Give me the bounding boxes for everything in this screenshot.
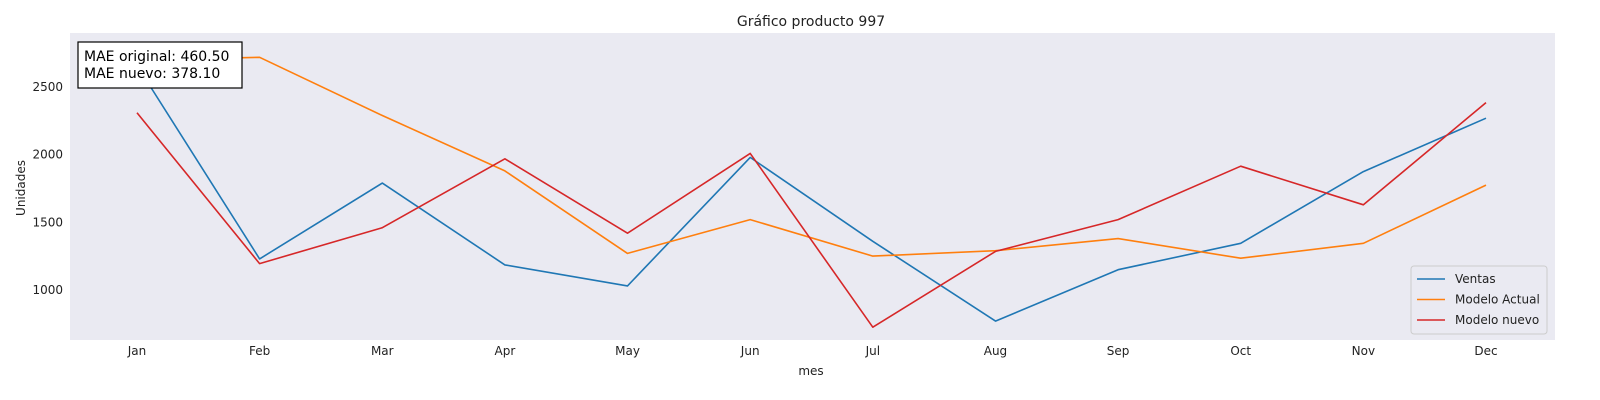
x-tick-labels: Jan Feb Mar Apr May Jun Jul Aug Sep Oct Nov Dec bbox=[127, 344, 1498, 358]
mae-nuevo-text: MAE nuevo: 378.10 bbox=[84, 66, 220, 82]
x-axis-label: mes bbox=[798, 364, 823, 378]
legend-label: Ventas bbox=[1455, 272, 1496, 286]
x-tick-label: Aug bbox=[984, 344, 1007, 358]
series-line-ventas bbox=[136, 65, 1487, 322]
mae-original-text: MAE original: 460.50 bbox=[84, 49, 229, 65]
x-tick-label: Oct bbox=[1230, 344, 1251, 358]
y-tick-label: 2500 bbox=[32, 80, 63, 94]
x-tick-label: Jul bbox=[865, 344, 880, 358]
x-tick-label: Sep bbox=[1107, 344, 1130, 358]
x-tick-label: Nov bbox=[1352, 344, 1375, 358]
y-axis-label: Unidades bbox=[14, 160, 28, 216]
x-tick-label: Apr bbox=[495, 344, 516, 358]
y-tick-label: 1000 bbox=[32, 283, 63, 297]
x-tick-label: Feb bbox=[249, 344, 270, 358]
series-lines bbox=[136, 56, 1487, 329]
y-tick-labels: 1000 1500 2000 2500 bbox=[32, 80, 63, 297]
plot-area bbox=[70, 33, 1555, 340]
chart-title: Gráfico producto 997 bbox=[737, 14, 885, 30]
x-tick-label: Mar bbox=[371, 344, 394, 358]
y-tick-label: 2000 bbox=[32, 148, 63, 162]
mae-annotation-box bbox=[77, 41, 243, 89]
legend-box bbox=[1410, 265, 1548, 335]
legend-label: Modelo nuevo bbox=[1455, 313, 1539, 327]
x-tick-label: Dec bbox=[1474, 344, 1497, 358]
x-tick-label: Jan bbox=[127, 344, 147, 358]
legend: Ventas Modelo Actual Modelo nuevo bbox=[1410, 265, 1548, 335]
y-tick-label: 1500 bbox=[32, 215, 63, 229]
legend-label: Modelo Actual bbox=[1455, 293, 1540, 307]
series-line-modelo-nuevo bbox=[136, 101, 1487, 329]
series-line-modelo-actual bbox=[136, 56, 1487, 260]
x-tick-label: May bbox=[615, 344, 640, 358]
x-tick-label: Jun bbox=[740, 344, 760, 358]
mae-annotation: MAE original: 460.50 MAE nuevo: 378.10 bbox=[77, 41, 243, 89]
